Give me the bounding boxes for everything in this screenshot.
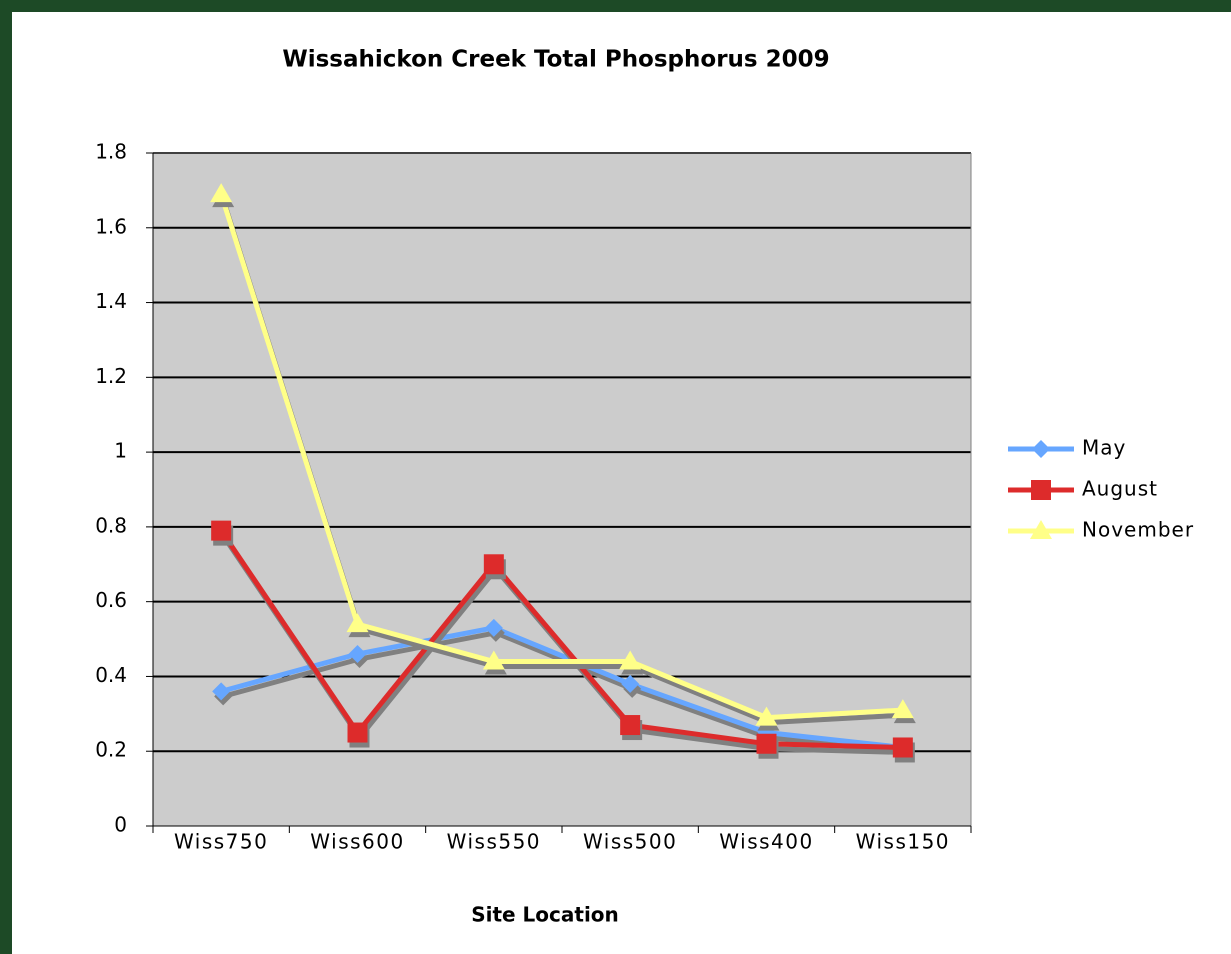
y-tick-label: 0.8 <box>95 513 127 537</box>
x-axis-title: Site Location <box>471 903 619 927</box>
legend-marker <box>1032 440 1050 458</box>
y-tick-label: 1 <box>114 439 127 463</box>
chart-title: Wissahickon Creek Total Phosphorus 2009 <box>282 47 829 73</box>
data-point <box>347 722 368 743</box>
data-point <box>619 650 642 670</box>
y-tick-label: 1.2 <box>95 364 127 388</box>
y-tick-label: 1.8 <box>95 140 127 164</box>
data-point <box>756 733 777 754</box>
legend-label: May <box>1082 436 1126 460</box>
data-point <box>211 520 232 541</box>
y-tick-label: 0.2 <box>95 738 127 762</box>
data-point <box>210 183 233 203</box>
x-tick-label: Wiss150 <box>856 830 950 854</box>
x-tick-label: Wiss550 <box>447 830 541 854</box>
y-tick-label: 1.6 <box>95 214 127 238</box>
plot-area <box>153 153 971 826</box>
data-point <box>483 554 504 575</box>
series-line <box>220 625 904 750</box>
x-tick-label: Wiss600 <box>310 830 404 854</box>
x-tick-label: Wiss500 <box>583 830 677 854</box>
data-point <box>348 645 367 664</box>
data-point <box>621 674 640 693</box>
series-line <box>219 529 903 750</box>
data-point <box>755 706 778 726</box>
legend-marker <box>1030 520 1052 539</box>
data-point <box>891 699 914 719</box>
data-point <box>482 650 505 670</box>
data-point <box>620 715 641 736</box>
series-line <box>218 193 903 721</box>
legend-label: November <box>1082 518 1194 542</box>
data-point <box>346 613 369 633</box>
y-tick-label: 1.4 <box>95 289 127 313</box>
x-tick-label: Wiss400 <box>719 830 813 854</box>
legend-label: August <box>1082 477 1158 501</box>
x-tick-label: Wiss750 <box>174 830 268 854</box>
y-tick-label: 0 <box>114 813 127 837</box>
data-point <box>212 682 231 701</box>
y-tick-label: 0.6 <box>95 588 127 612</box>
data-point <box>484 618 503 637</box>
y-tick-label: 0.4 <box>95 663 127 687</box>
legend-marker <box>1031 480 1051 500</box>
data-point <box>892 737 913 758</box>
